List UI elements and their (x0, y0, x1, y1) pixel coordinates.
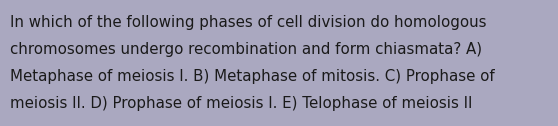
Text: meiosis II. D) Prophase of meiosis I. E) Telophase of meiosis II: meiosis II. D) Prophase of meiosis I. E)… (10, 96, 473, 111)
Text: chromosomes undergo recombination and form chiasmata? A): chromosomes undergo recombination and fo… (10, 42, 482, 57)
Text: In which of the following phases of cell division do homologous: In which of the following phases of cell… (10, 15, 487, 30)
Text: Metaphase of meiosis I. B) Metaphase of mitosis. C) Prophase of: Metaphase of meiosis I. B) Metaphase of … (10, 69, 495, 84)
